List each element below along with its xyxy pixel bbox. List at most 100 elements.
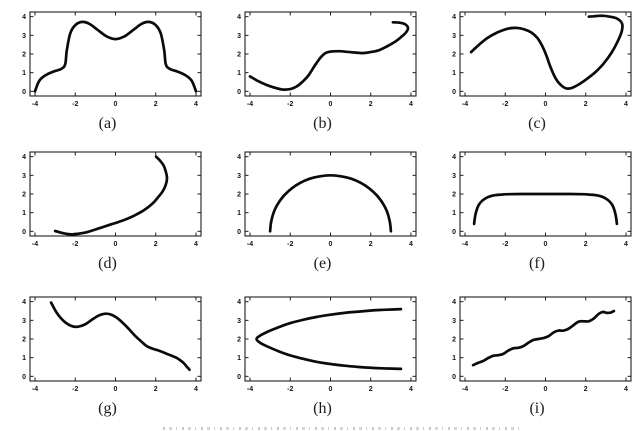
svg-text:0: 0 (237, 374, 241, 381)
svg-text:0: 0 (114, 101, 118, 108)
subplot-label-c: (c) (528, 115, 546, 132)
svg-text:0: 0 (329, 101, 333, 108)
svg-text:2: 2 (154, 386, 158, 393)
subplot-i: -4 -2 0 2 4 0 1 2 3 4 (i) (430, 285, 644, 431)
svg-text:0: 0 (114, 241, 118, 248)
svg-text:-2: -2 (287, 241, 293, 248)
plot-f: -4 -2 0 2 4 0 1 2 3 4 (452, 151, 632, 248)
svg-text:-2: -2 (72, 241, 78, 248)
svg-text:0: 0 (543, 101, 547, 108)
subplot-b: -4 -2 0 2 4 0 1 2 3 4 (b) (215, 0, 430, 140)
svg-text:4: 4 (409, 241, 413, 248)
plot-b: -4 -2 0 2 4 0 1 2 3 4 (237, 11, 417, 108)
svg-text:0: 0 (452, 89, 456, 96)
svg-text:-4: -4 (461, 386, 467, 393)
svg-text:2: 2 (452, 192, 456, 199)
plot-e: -4 -2 0 2 4 0 1 2 3 4 (237, 151, 417, 248)
svg-text:1: 1 (22, 355, 26, 362)
subplot-g: -4 -2 0 2 4 0 1 2 3 4 (g) (0, 285, 215, 431)
plot-c: -4 -2 0 2 4 0 1 2 3 4 (452, 11, 632, 108)
svg-text:0: 0 (452, 229, 456, 236)
svg-text:4: 4 (452, 14, 456, 21)
svg-text:2: 2 (452, 52, 456, 59)
svg-text:-4: -4 (461, 101, 467, 108)
svg-text:-4: -4 (247, 101, 253, 108)
svg-text:-2: -2 (287, 101, 293, 108)
svg-text:-2: -2 (502, 101, 508, 108)
svg-text:-4: -4 (247, 386, 253, 393)
svg-text:2: 2 (369, 241, 373, 248)
svg-text:3: 3 (452, 173, 456, 180)
svg-text:-4: -4 (247, 241, 253, 248)
svg-text:3: 3 (22, 33, 26, 40)
svg-text:4: 4 (409, 386, 413, 393)
svg-text:4: 4 (452, 154, 456, 161)
svg-text:1: 1 (452, 355, 456, 362)
svg-text:-2: -2 (72, 101, 78, 108)
svg-text:2: 2 (583, 386, 587, 393)
svg-text:3: 3 (237, 318, 241, 325)
svg-text:4: 4 (452, 299, 456, 306)
svg-text:4: 4 (624, 101, 628, 108)
svg-text:2: 2 (237, 337, 241, 344)
svg-text:1: 1 (22, 210, 26, 217)
svg-text:4: 4 (409, 101, 413, 108)
plot-g: -4 -2 0 2 4 0 1 2 3 4 (22, 296, 202, 393)
svg-text:2: 2 (237, 192, 241, 199)
svg-text:0: 0 (329, 241, 333, 248)
svg-text:4: 4 (624, 241, 628, 248)
svg-text:-2: -2 (287, 386, 293, 393)
svg-text:-2: -2 (72, 386, 78, 393)
svg-text:4: 4 (237, 14, 241, 21)
subplot-label-g: (g) (98, 400, 117, 417)
svg-text:4: 4 (194, 101, 198, 108)
svg-text:3: 3 (452, 318, 456, 325)
svg-text:-4: -4 (461, 241, 467, 248)
svg-text:0: 0 (237, 89, 241, 96)
svg-text:-4: -4 (32, 386, 38, 393)
subplot-d: -4 -2 0 2 4 0 1 2 3 4 (d) (0, 140, 215, 285)
svg-text:2: 2 (22, 52, 26, 59)
subplot-label-b: (b) (313, 115, 332, 132)
plot-h: -4 -2 0 2 4 0 1 2 3 4 (237, 296, 417, 393)
subplot-a: -4 -2 0 2 4 0 1 2 3 4 (a) (0, 0, 215, 140)
cropped-caption-remnant (163, 427, 523, 430)
svg-text:2: 2 (583, 101, 587, 108)
svg-text:4: 4 (194, 386, 198, 393)
svg-text:-2: -2 (502, 241, 508, 248)
svg-text:0: 0 (543, 241, 547, 248)
svg-text:2: 2 (452, 337, 456, 344)
svg-text:4: 4 (22, 299, 26, 306)
plot-d: -4 -2 0 2 4 0 1 2 3 4 (22, 151, 202, 248)
subplot-h: -4 -2 0 2 4 0 1 2 3 4 (h) (215, 285, 430, 431)
svg-text:3: 3 (22, 173, 26, 180)
svg-text:4: 4 (194, 241, 198, 248)
svg-text:2: 2 (154, 241, 158, 248)
svg-text:-2: -2 (502, 386, 508, 393)
subplot-label-h: (h) (313, 400, 332, 417)
subplot-f: -4 -2 0 2 4 0 1 2 3 4 (f) (430, 140, 644, 285)
subplot-c: -4 -2 0 2 4 0 1 2 3 4 (c) (430, 0, 644, 140)
subplot-label-f: (f) (529, 255, 545, 272)
svg-text:-4: -4 (32, 101, 38, 108)
svg-text:0: 0 (452, 374, 456, 381)
svg-text:2: 2 (369, 101, 373, 108)
svg-text:0: 0 (22, 374, 26, 381)
svg-text:1: 1 (22, 70, 26, 77)
subplot-e: -4 -2 0 2 4 0 1 2 3 4 (e) (215, 140, 430, 285)
svg-text:4: 4 (237, 154, 241, 161)
svg-text:1: 1 (237, 355, 241, 362)
svg-text:2: 2 (22, 192, 26, 199)
svg-text:3: 3 (452, 33, 456, 40)
svg-text:3: 3 (237, 173, 241, 180)
svg-text:1: 1 (237, 210, 241, 217)
svg-text:2: 2 (583, 241, 587, 248)
svg-text:-4: -4 (32, 241, 38, 248)
svg-text:0: 0 (22, 229, 26, 236)
svg-text:3: 3 (22, 318, 26, 325)
svg-text:0: 0 (329, 386, 333, 393)
svg-text:2: 2 (237, 52, 241, 59)
svg-text:1: 1 (237, 70, 241, 77)
svg-text:4: 4 (237, 299, 241, 306)
